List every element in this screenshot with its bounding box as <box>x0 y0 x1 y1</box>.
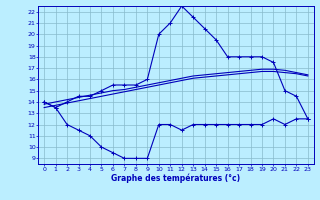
X-axis label: Graphe des températures (°c): Graphe des températures (°c) <box>111 173 241 183</box>
